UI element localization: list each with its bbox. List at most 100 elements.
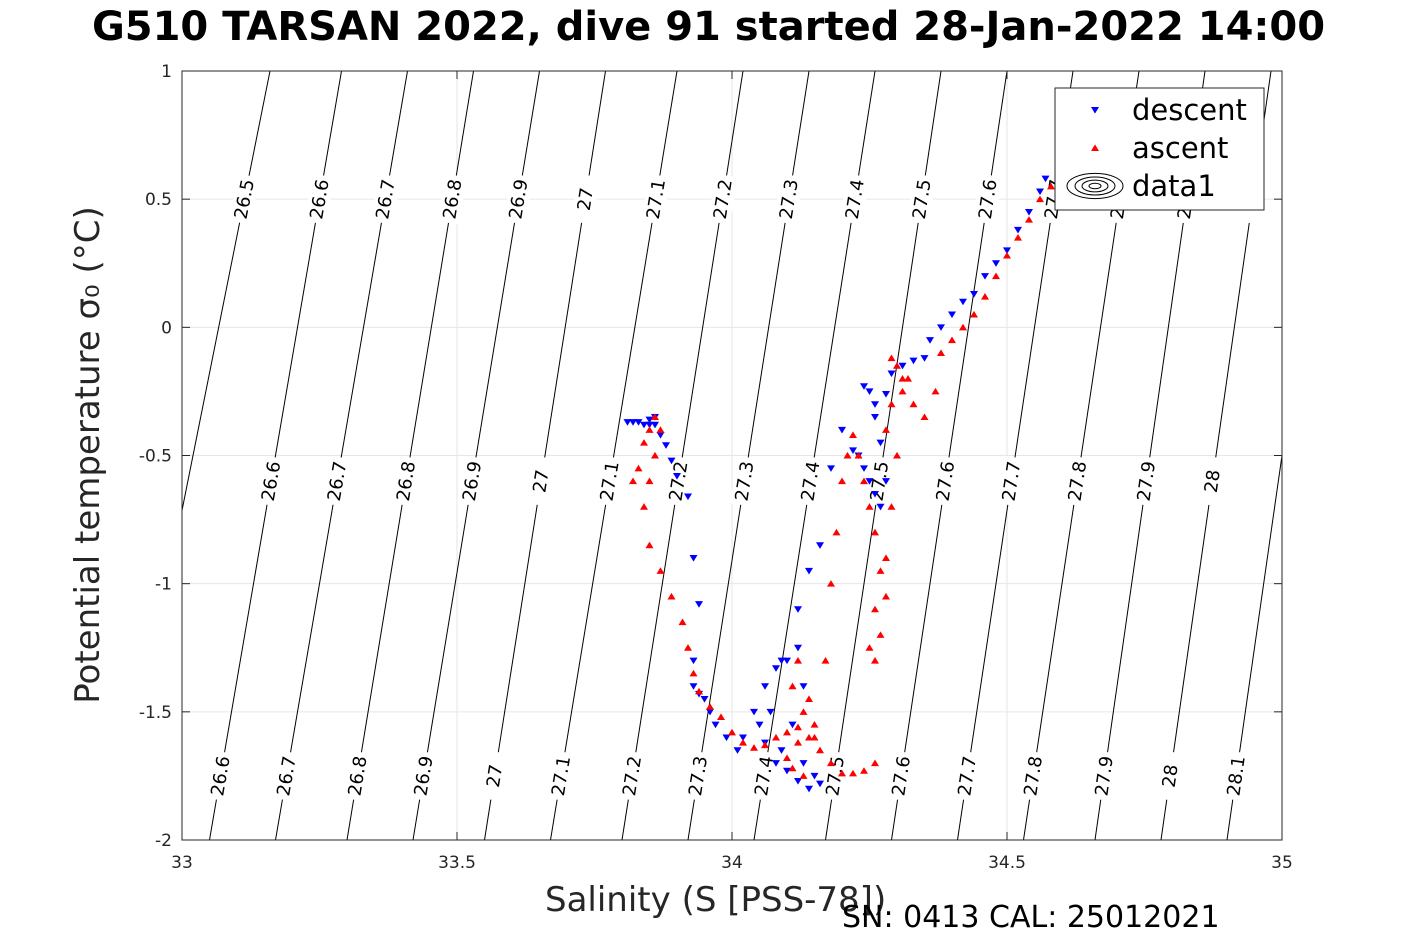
ascent-point [810, 733, 819, 741]
descent-point [876, 439, 885, 447]
contour-label: 27.1 [643, 178, 670, 221]
contour-label: 27.1 [596, 460, 623, 503]
ascent-point [794, 656, 802, 664]
ascent-point [1036, 195, 1044, 203]
contour-label-gap [437, 173, 468, 225]
y-tick-label: 1 [161, 62, 172, 82]
x-tick-label: 34.5 [988, 853, 1026, 873]
ascent-point [865, 644, 874, 651]
legend-contour-icon [1066, 172, 1124, 200]
descent-point [645, 416, 654, 424]
descent-point [623, 419, 632, 426]
contour-label: 26.6 [306, 178, 333, 221]
descent-point [766, 708, 775, 716]
descent-point [772, 760, 780, 767]
contour-label-gap [479, 750, 510, 802]
ascent-point [772, 733, 780, 741]
contour-label: 28 [1201, 468, 1225, 494]
ascent-point [750, 744, 758, 751]
contour-label: 28 [1159, 763, 1183, 789]
descent-point [772, 665, 780, 672]
ascent-point [865, 503, 874, 510]
ascent-point [794, 738, 802, 746]
ascent-point [728, 728, 736, 736]
contour-label-gap [205, 750, 236, 802]
contour-label: 27.3 [776, 178, 803, 221]
contour-label-gap [271, 750, 302, 802]
ascent-point [898, 375, 907, 382]
descent-point [1025, 208, 1033, 216]
ascent-point [871, 759, 879, 767]
descent-point [860, 383, 868, 390]
contour-label: 28.1 [1223, 755, 1249, 798]
ascent-point [640, 439, 648, 446]
contour-label-gap [342, 750, 373, 802]
descent-point [799, 760, 808, 767]
descent-point [865, 478, 874, 485]
contour-label-gap [526, 455, 556, 507]
descent-point [970, 291, 978, 298]
descent-point [755, 721, 764, 729]
descent-point [733, 747, 742, 754]
ascent-point [645, 426, 654, 433]
ascent-point [887, 400, 896, 408]
legend[interactable]: descent ascent data1 [1054, 87, 1265, 211]
contour-label-gap [546, 750, 576, 802]
ascent-point [871, 656, 879, 664]
legend-label-ascent: ascent [1132, 131, 1228, 165]
ascent-point [882, 554, 890, 562]
contour-label-gap [304, 173, 335, 225]
contour-label: 27 [574, 186, 598, 212]
y-tick-label: -0.5 [139, 447, 172, 467]
contour-label: 27.2 [710, 178, 737, 221]
ascent-point [684, 644, 692, 651]
ascent-point [893, 451, 901, 459]
descent-point [882, 390, 890, 398]
descent-point [871, 490, 879, 498]
ascent-point [843, 451, 852, 459]
ascent-point [849, 431, 857, 438]
descent-point [992, 260, 1000, 267]
y-axis-label: Potential temperature σ₀ (°C) [68, 206, 108, 704]
descent-point [651, 421, 659, 429]
descent-point [711, 721, 720, 729]
descent-point [1003, 247, 1011, 255]
contour-label-gap [594, 455, 625, 507]
ascent-point [816, 746, 824, 754]
contour-label-gap [952, 750, 982, 802]
ascent-point [909, 400, 918, 408]
descent-point [981, 273, 989, 280]
ascent-point [920, 413, 929, 421]
y-axis-ticks: -2 -1.5 -1 -0.5 0 0.5 1 [139, 62, 1282, 851]
contour-label: 26.5 [231, 178, 259, 221]
contour-label: 27.8 [1065, 460, 1092, 503]
descent-point [1036, 188, 1044, 196]
descent-point [827, 465, 835, 472]
ascent-point [805, 733, 813, 741]
ascent-point [1047, 182, 1055, 190]
descent-point [860, 465, 868, 472]
descent-point [700, 696, 709, 703]
descent-point [689, 555, 698, 562]
density-contour-labels: 26.5 26.6 26.6 26.6 26.7 26.7 26.7 26.8 26.8 26.8… [205, 173, 1267, 802]
contour-label-gap [973, 173, 1003, 225]
ascent-series [629, 182, 1055, 779]
contour-label: 27.8 [1020, 755, 1047, 798]
contour-label-gap [774, 173, 804, 225]
contour-label-gap [322, 455, 353, 507]
ascent-point [849, 769, 857, 777]
ascent-point [645, 541, 654, 549]
ascent-point [937, 349, 945, 356]
ascent-point [1003, 251, 1011, 259]
ascent-point [992, 272, 1000, 280]
ascent-point [821, 656, 830, 664]
contour-label: 27.9 [1091, 755, 1117, 798]
ascent-point [860, 767, 868, 774]
ascent-point [882, 592, 890, 600]
y-tick-label: 0 [161, 318, 172, 338]
contour-label-gap [1089, 750, 1119, 802]
descent-point [794, 606, 802, 613]
x-axis-label: Salinity (S [PSS-78]) [545, 880, 887, 920]
descent-point [882, 478, 890, 485]
contour-label: 27.7 [999, 460, 1026, 503]
